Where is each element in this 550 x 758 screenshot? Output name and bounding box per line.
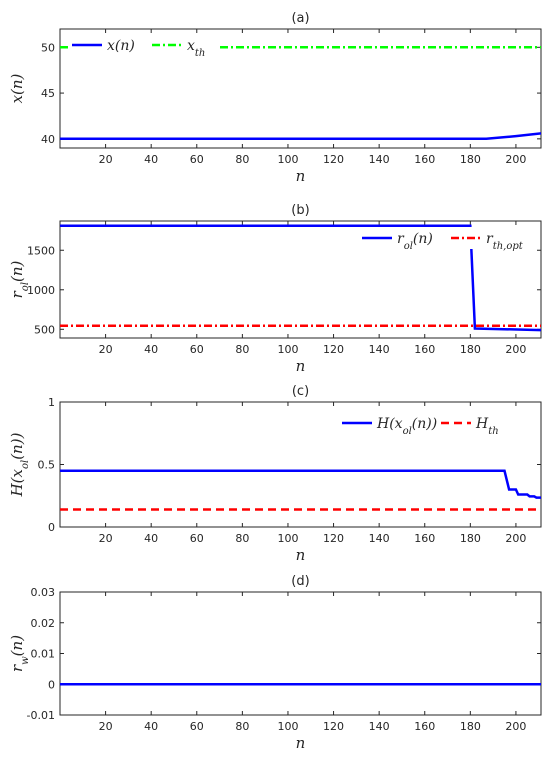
y-axis-label: H(xol(n)) [8, 432, 31, 497]
panel-title: (c) [292, 384, 309, 399]
x-tick-label: 180 [460, 720, 481, 733]
x-tick-label: 180 [460, 343, 481, 356]
x-tick-label: 20 [99, 532, 113, 545]
x-tick-label: 160 [414, 343, 435, 356]
legend-label-2: rth,opt [486, 231, 524, 252]
x-tick-label: 200 [505, 153, 526, 166]
x-tick-label: 60 [190, 720, 204, 733]
x-tick-label: 80 [235, 343, 249, 356]
legend: H(xol(n)) Hth [340, 412, 538, 437]
legend-label-1: x(n) [107, 38, 135, 54]
x-axis-label: n [296, 357, 306, 375]
x-axis-label: n [296, 167, 306, 185]
legend-box [340, 412, 538, 434]
legend-label-2: xth [187, 38, 205, 59]
x-tick-label: 160 [414, 720, 435, 733]
x-tick-label: 120 [323, 343, 344, 356]
legend-label-1: rol(n) [397, 231, 433, 252]
legend-label-1: H(xol(n)) [376, 416, 437, 437]
x-tick-label: 20 [99, 343, 113, 356]
y-tick-label: 40 [41, 133, 55, 146]
y-tick-label: 1500 [27, 244, 55, 257]
x-tick-label: 20 [99, 153, 113, 166]
y-tick-label: 50 [41, 41, 55, 54]
y-axis-label: x(n) [8, 73, 26, 103]
x-tick-label: 120 [323, 532, 344, 545]
x-tick-label: 40 [144, 343, 158, 356]
x-tick-label: 200 [505, 532, 526, 545]
series-line-1 [60, 469, 541, 499]
y-tick-label: 0 [48, 678, 55, 691]
x-tick-label: 120 [323, 153, 344, 166]
x-tick-label: 60 [190, 532, 204, 545]
x-tick-label: 40 [144, 720, 158, 733]
legend-box [360, 227, 538, 249]
x-axis-label: n [296, 546, 306, 564]
panel-title: (d) [291, 574, 309, 589]
x-tick-label: 80 [235, 532, 249, 545]
y-tick-label: 0.5 [38, 459, 56, 472]
y-tick-label: 1 [48, 396, 55, 409]
y-axis-label: rw(n) [8, 635, 31, 672]
x-tick-label: 60 [190, 343, 204, 356]
legend: x(n) xth [70, 35, 220, 59]
x-tick-label: 40 [144, 153, 158, 166]
x-tick-label: 100 [277, 532, 298, 545]
series-line-1 [60, 224, 541, 332]
x-tick-label: 200 [505, 720, 526, 733]
y-tick-label: 0.01 [31, 648, 56, 661]
x-tick-label: 80 [235, 153, 249, 166]
x-tick-label: 160 [414, 532, 435, 545]
y-tick-label: 1000 [27, 284, 55, 297]
x-tick-label: 180 [460, 532, 481, 545]
x-tick-label: 120 [323, 720, 344, 733]
x-tick-label: 100 [277, 153, 298, 166]
legend-box [70, 35, 220, 55]
x-tick-label: 140 [369, 532, 390, 545]
y-tick-label: 0 [48, 521, 55, 534]
panel-b: (b) 20 40 60 80 100 120 140 160 180 200 500 1000 1500… [8, 203, 542, 375]
x-tick-label: 80 [235, 720, 249, 733]
series-line-1 [60, 132, 541, 141]
legend: rol(n) rth,opt [360, 227, 538, 252]
y-tick-label: 500 [34, 323, 55, 336]
panel-c: (c) 20 40 60 80 100 120 140 160 180 200 0 0.5 1 n H(xol… [8, 384, 542, 564]
x-tick-label: 60 [190, 153, 204, 166]
x-axis-label: n [296, 734, 306, 752]
y-tick-label: 45 [41, 87, 55, 100]
x-tick-label: 20 [99, 720, 113, 733]
x-tick-label: 100 [277, 720, 298, 733]
legend-label-2: Hth [475, 416, 499, 437]
x-tick-label: 140 [369, 153, 390, 166]
x-tick-label: 180 [460, 153, 481, 166]
panel-a: (a) 20 40 60 80 100 120 140 160 180 200 40 45 50 n x(n)… [8, 11, 542, 185]
y-axis-label: rol(n) [8, 260, 31, 298]
panel-title: (a) [291, 11, 309, 26]
panel-title: (b) [291, 203, 309, 218]
x-tick-label: 100 [277, 343, 298, 356]
y-tick-label: 0.02 [31, 617, 56, 630]
panel-d: (d) 20 40 60 80 100 120 140 160 180 200 -0.01 0 0.01 0… [8, 574, 542, 752]
x-tick-label: 140 [369, 343, 390, 356]
plot-area [59, 591, 542, 716]
y-tick-label: 0.03 [31, 586, 56, 599]
x-tick-label: 40 [144, 532, 158, 545]
y-tick-label: -0.01 [27, 709, 55, 722]
x-tick-label: 160 [414, 153, 435, 166]
x-tick-label: 200 [505, 343, 526, 356]
x-tick-label: 140 [369, 720, 390, 733]
